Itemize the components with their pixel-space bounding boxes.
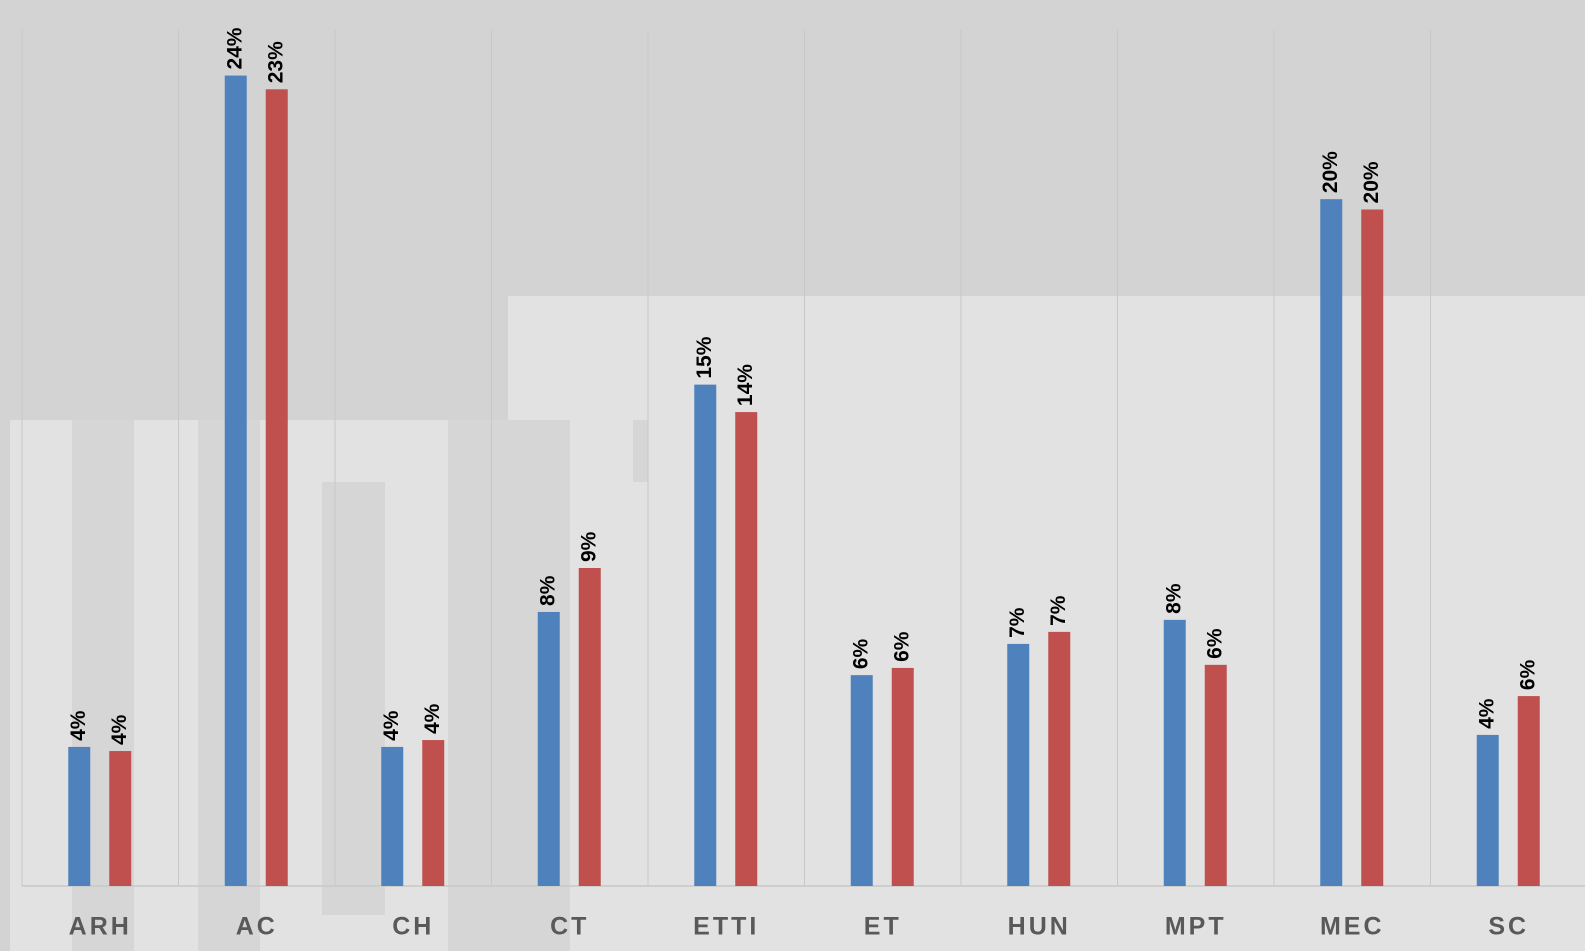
bar — [694, 384, 717, 886]
bar — [891, 667, 914, 886]
value-label: 15% — [693, 336, 716, 378]
value-label: 4% — [380, 710, 403, 741]
x-tick-label: SC — [1488, 913, 1529, 941]
x-tick-label: ETTI — [693, 913, 759, 941]
bar — [1320, 199, 1343, 887]
value-label: 8% — [536, 575, 559, 606]
value-label: 4% — [108, 714, 131, 745]
value-label: 24% — [223, 27, 246, 69]
bar — [735, 412, 758, 886]
value-label: 20% — [1319, 151, 1342, 193]
bar — [1204, 664, 1227, 886]
x-tick-label: MEC — [1320, 913, 1385, 941]
bar — [578, 568, 601, 886]
value-label: 20% — [1360, 161, 1383, 203]
x-tick-label: CH — [392, 913, 434, 941]
bar — [422, 740, 445, 886]
value-label: 4% — [1475, 698, 1498, 729]
x-tick-label: HUN — [1008, 913, 1071, 941]
bar — [109, 751, 132, 886]
bar — [537, 611, 560, 886]
value-label: 23% — [264, 41, 287, 83]
x-tick-label: MPT — [1165, 913, 1227, 941]
x-tick-label: CT — [550, 913, 589, 941]
value-label: 6% — [890, 631, 913, 662]
value-label: 9% — [577, 531, 600, 562]
bar — [224, 75, 247, 886]
bar — [1476, 734, 1499, 886]
x-tick-label: ARH — [69, 913, 132, 941]
bar — [68, 746, 91, 886]
bar — [265, 89, 288, 887]
value-label: 4% — [421, 703, 444, 734]
bar — [1048, 631, 1071, 886]
value-label: 6% — [1516, 659, 1539, 690]
value-label: 4% — [67, 710, 90, 741]
bar — [850, 675, 873, 886]
x-tick-label: ET — [864, 913, 902, 941]
value-label: 6% — [849, 638, 872, 669]
value-label: 7% — [1006, 607, 1029, 638]
bar — [381, 746, 404, 886]
bar — [1517, 696, 1540, 886]
value-label: 14% — [734, 364, 757, 406]
value-label: 6% — [1203, 628, 1226, 659]
value-label: 8% — [1162, 583, 1185, 614]
bar — [1007, 643, 1030, 886]
bar — [1163, 619, 1186, 886]
x-tick-label: AC — [236, 913, 278, 941]
bar — [1361, 209, 1384, 887]
value-label: 7% — [1047, 595, 1070, 626]
